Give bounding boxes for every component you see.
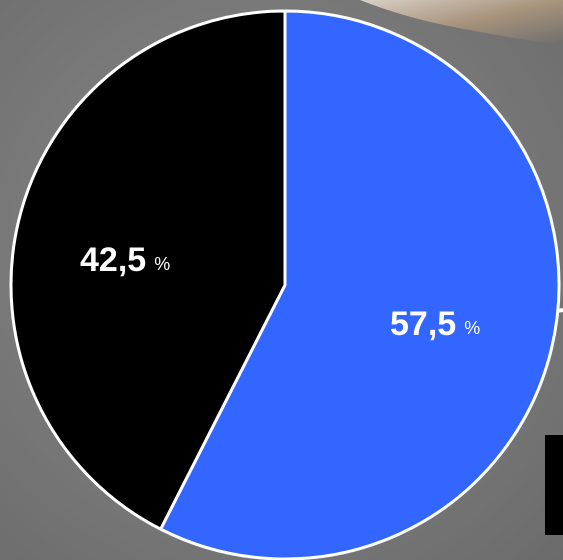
pie-slice xyxy=(9,9,287,531)
labels: 57,5 % 42,5% xyxy=(80,241,480,343)
decoration xyxy=(360,0,563,45)
pie-slice xyxy=(159,9,561,560)
decoration xyxy=(545,435,563,535)
data-label-unit: % xyxy=(154,254,170,274)
data-label-unit: % xyxy=(464,318,480,338)
data-label: 57,5 xyxy=(390,305,456,343)
data-label: 42,5 xyxy=(80,241,146,279)
pie xyxy=(9,9,561,560)
